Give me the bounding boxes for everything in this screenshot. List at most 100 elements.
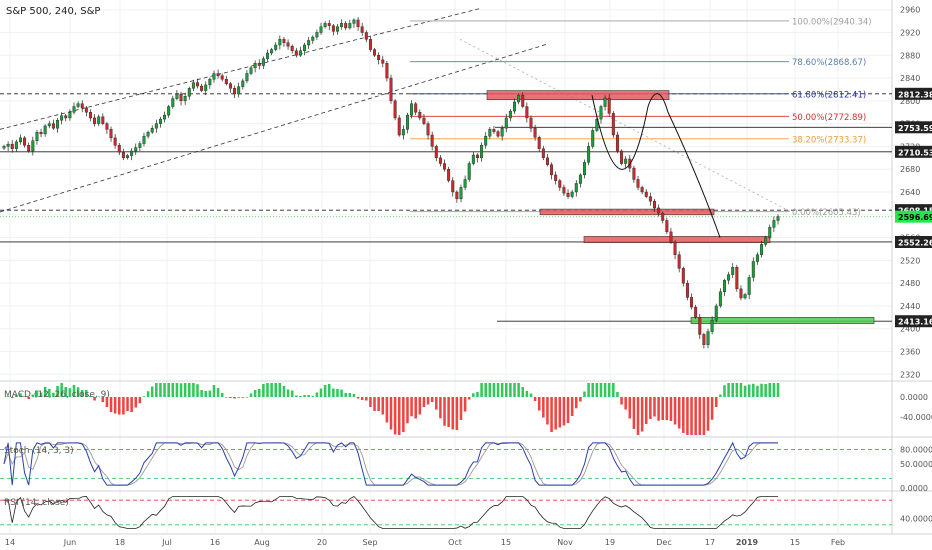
rsi-pane — [0, 495, 892, 529]
candle — [171, 98, 175, 107]
candle — [410, 103, 414, 116]
macd-bar — [640, 397, 644, 432]
price-tick-label: 2680 — [900, 165, 920, 174]
macd-bar — [163, 383, 166, 397]
macd-bar — [101, 397, 105, 402]
price-tag — [895, 235, 932, 248]
macd-bar — [472, 393, 475, 397]
macd-bar — [381, 397, 385, 415]
price-tag-label: 2413.16 — [898, 318, 932, 327]
candle — [47, 123, 51, 127]
price-tag-label: 2812.38 — [898, 90, 932, 99]
macd-bar — [690, 397, 693, 435]
candle — [294, 50, 298, 56]
macd-bar — [513, 383, 516, 397]
candle — [196, 82, 199, 87]
channel-lines — [0, 8, 791, 213]
candle — [286, 42, 290, 47]
candle — [545, 157, 549, 165]
candle — [150, 127, 154, 133]
price-tick-label: 2520 — [900, 256, 920, 265]
time-tick-label: 19 — [605, 538, 615, 547]
rsi-tick-label: 40.0000 — [900, 515, 932, 524]
macd-bar — [43, 387, 47, 397]
macd-bar — [179, 383, 183, 397]
macd-bar — [706, 397, 710, 431]
macd-bar — [533, 397, 537, 401]
candle — [447, 169, 451, 181]
macd-bar — [702, 397, 706, 435]
chart-title: S&P 500, 240, S&P — [6, 6, 100, 17]
price-tick-label: 2960 — [900, 6, 920, 15]
rsi-line — [4, 495, 778, 529]
stoch-tick-label: 0.0000 — [900, 484, 928, 493]
macd-bar — [570, 397, 574, 416]
candle — [747, 277, 751, 295]
supply-demand-zones — [486, 90, 875, 324]
candle — [566, 192, 570, 197]
time-tick-label: Jun — [63, 538, 77, 547]
macd-bar — [574, 397, 578, 409]
candle — [340, 23, 344, 27]
fib-level-label: 100.00%(2940.34) — [792, 17, 872, 27]
candle — [541, 148, 545, 159]
candle — [529, 117, 533, 129]
macd-bar — [764, 384, 767, 397]
candle — [681, 268, 685, 284]
candle — [282, 39, 286, 43]
macd-bar — [455, 397, 459, 430]
candle — [640, 187, 644, 193]
time-tick-label: 2019 — [736, 538, 759, 547]
macd-bar — [6, 396, 10, 397]
candle — [158, 118, 162, 124]
macd-bar — [212, 385, 216, 397]
rsi-label: RSI (14, close) — [4, 498, 69, 508]
macd-bar — [352, 394, 356, 397]
candle — [385, 63, 389, 79]
candle — [434, 146, 438, 159]
candle — [377, 55, 381, 61]
candle — [6, 143, 10, 147]
candle — [167, 106, 171, 116]
macd-bar — [591, 383, 595, 397]
candle — [751, 261, 755, 278]
macd-bar — [682, 397, 685, 433]
macd-bar — [262, 384, 265, 397]
macd-bar — [118, 397, 121, 415]
macd-bar — [278, 383, 282, 397]
time-tick-label: Oct — [448, 538, 462, 547]
macd-bar — [723, 385, 726, 397]
candle — [739, 288, 743, 299]
candle — [591, 130, 595, 147]
macd-bar — [686, 397, 689, 435]
macd-bar — [653, 397, 656, 417]
macd-bar — [72, 385, 76, 397]
price-tag-label: 2552.26 — [898, 238, 932, 247]
candle — [117, 145, 121, 153]
macd-bar — [673, 397, 677, 425]
candle — [381, 59, 385, 64]
candle — [587, 146, 591, 163]
candle — [414, 103, 418, 113]
macd-bar — [52, 392, 55, 397]
macd-bar — [698, 397, 702, 435]
macd-bar — [439, 397, 442, 419]
macd-bar — [76, 387, 80, 397]
macd-bar — [134, 397, 138, 408]
candle — [204, 84, 208, 91]
candle — [134, 147, 138, 152]
macd-bar — [68, 388, 72, 397]
candle — [422, 117, 426, 124]
macd-bar — [443, 397, 446, 426]
candle — [764, 237, 768, 245]
candle — [492, 129, 496, 132]
macd-bar — [628, 397, 632, 419]
candle — [266, 52, 269, 59]
candle — [393, 100, 397, 119]
candle — [368, 39, 372, 50]
candle — [130, 150, 134, 156]
candle — [401, 129, 405, 136]
channel-upper — [0, 8, 481, 130]
candle — [533, 127, 537, 138]
candle — [14, 141, 18, 149]
